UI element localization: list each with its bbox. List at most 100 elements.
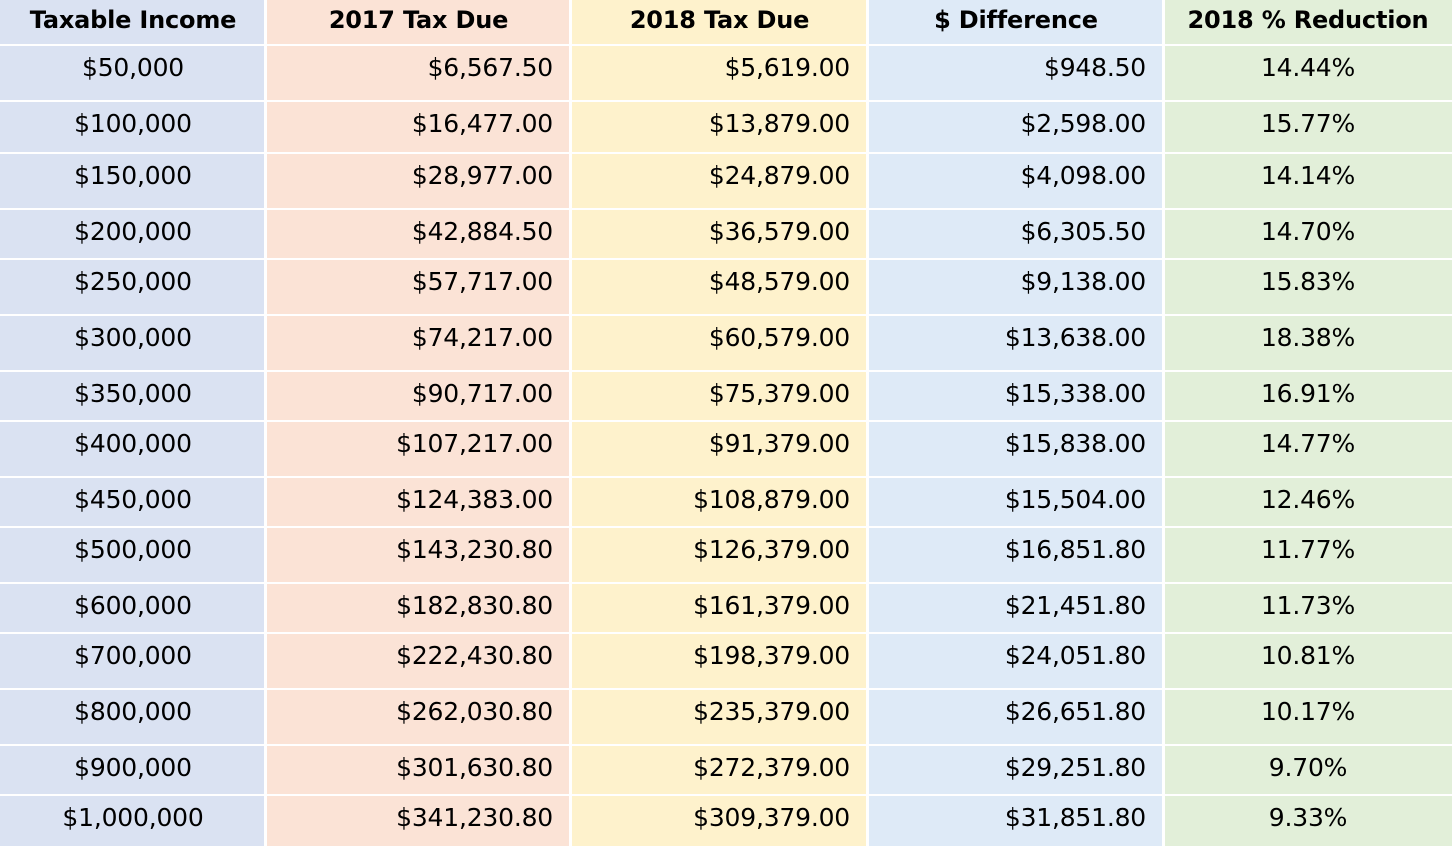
table-cell: $60,579.00 bbox=[708, 322, 850, 352]
column-background-0 bbox=[0, 0, 266, 846]
table-cell: 14.70% bbox=[1260, 216, 1356, 246]
table-cell: 14.44% bbox=[1260, 52, 1356, 82]
column-header: $ Difference bbox=[934, 5, 1098, 34]
row-divider bbox=[0, 152, 1452, 154]
table-cell: 9.70% bbox=[1268, 752, 1348, 782]
row-divider bbox=[0, 476, 1452, 478]
table-cell: $5,619.00 bbox=[724, 52, 851, 82]
column-divider bbox=[569, 0, 572, 846]
table-cell: $182,830.80 bbox=[396, 590, 553, 620]
table-cell: $2,598.00 bbox=[1020, 108, 1147, 138]
column-background-3 bbox=[868, 0, 1164, 846]
table-cell: $6,567.50 bbox=[427, 52, 554, 82]
table-cell: $107,217.00 bbox=[396, 428, 553, 458]
table-cell: $262,030.80 bbox=[396, 696, 553, 726]
table-cell: $24,879.00 bbox=[708, 160, 850, 190]
table-cell: $75,379.00 bbox=[708, 378, 850, 408]
column-divider bbox=[866, 0, 869, 846]
table-cell: $500,000 bbox=[74, 534, 192, 564]
table-cell: $800,000 bbox=[74, 696, 192, 726]
column-background-2 bbox=[571, 0, 868, 846]
row-divider bbox=[0, 794, 1452, 796]
table-cell: $235,379.00 bbox=[693, 696, 850, 726]
table-cell: $124,383.00 bbox=[396, 484, 553, 514]
table-cell: $272,379.00 bbox=[693, 752, 850, 782]
table-cell: $48,579.00 bbox=[708, 266, 850, 296]
table-cell: $400,000 bbox=[74, 428, 192, 458]
table-cell: $15,838.00 bbox=[1004, 428, 1146, 458]
table-cell: $9,138.00 bbox=[1020, 266, 1147, 296]
row-divider bbox=[0, 370, 1452, 372]
table-cell: $450,000 bbox=[74, 484, 192, 514]
column-header: Taxable Income bbox=[29, 5, 237, 34]
table-cell: 11.77% bbox=[1260, 534, 1356, 564]
row-divider bbox=[0, 744, 1452, 746]
table-cell: $91,379.00 bbox=[708, 428, 850, 458]
table-cell: $108,879.00 bbox=[693, 484, 850, 514]
table-cell: 16.91% bbox=[1260, 378, 1356, 408]
table-cell: 15.83% bbox=[1260, 266, 1356, 296]
table-cell: $50,000 bbox=[82, 52, 184, 82]
column-header: 2018 % Reduction bbox=[1187, 5, 1429, 34]
row-divider bbox=[0, 582, 1452, 584]
table-cell: $126,379.00 bbox=[693, 534, 850, 564]
table-cell: 11.73% bbox=[1260, 590, 1356, 620]
table-cell: $15,338.00 bbox=[1004, 378, 1146, 408]
table-cell: $700,000 bbox=[74, 640, 192, 670]
table-cell: 12.46% bbox=[1260, 484, 1356, 514]
table-cell: $16,851.80 bbox=[1004, 534, 1146, 564]
row-divider bbox=[0, 420, 1452, 422]
row-divider bbox=[0, 208, 1452, 210]
table-cell: $6,305.50 bbox=[1020, 216, 1147, 246]
column-divider bbox=[1162, 0, 1165, 846]
table-cell: 10.81% bbox=[1260, 640, 1356, 670]
table-cell: $100,000 bbox=[74, 108, 192, 138]
table-cell: $309,379.00 bbox=[693, 802, 850, 832]
row-divider bbox=[0, 526, 1452, 528]
table-cell: $31,851.80 bbox=[1004, 802, 1146, 832]
table-cell: $24,051.80 bbox=[1004, 640, 1146, 670]
column-header: 2017 Tax Due bbox=[328, 5, 509, 34]
table-cell: $15,504.00 bbox=[1004, 484, 1146, 514]
table-cell: $300,000 bbox=[74, 322, 192, 352]
table-cell: 18.38% bbox=[1260, 322, 1356, 352]
table-cell: $250,000 bbox=[74, 266, 192, 296]
table-cell: $301,630.80 bbox=[396, 752, 553, 782]
column-header: 2018 Tax Due bbox=[629, 5, 810, 34]
table-cell: $57,717.00 bbox=[411, 266, 553, 296]
table-cell: $341,230.80 bbox=[396, 802, 553, 832]
table-cell: $42,884.50 bbox=[411, 216, 553, 246]
table-cell: $600,000 bbox=[74, 590, 192, 620]
table-cell: $222,430.80 bbox=[396, 640, 553, 670]
table-cell: $150,000 bbox=[74, 160, 192, 190]
table-cell: $161,379.00 bbox=[693, 590, 850, 620]
column-background-1 bbox=[266, 0, 571, 846]
table-cell: $28,977.00 bbox=[411, 160, 553, 190]
table-cell: $90,717.00 bbox=[411, 378, 553, 408]
table-cell: $350,000 bbox=[74, 378, 192, 408]
table-cell: 14.14% bbox=[1260, 160, 1356, 190]
table-cell: $13,638.00 bbox=[1004, 322, 1146, 352]
row-divider bbox=[0, 688, 1452, 690]
table-cell: $4,098.00 bbox=[1020, 160, 1147, 190]
row-divider bbox=[0, 44, 1452, 46]
row-divider bbox=[0, 314, 1452, 316]
table-cell: 14.77% bbox=[1260, 428, 1356, 458]
table-cell: $198,379.00 bbox=[693, 640, 850, 670]
table-cell: $21,451.80 bbox=[1004, 590, 1146, 620]
row-divider bbox=[0, 100, 1452, 102]
table-cell: 9.33% bbox=[1268, 802, 1348, 832]
column-background-4 bbox=[1164, 0, 1452, 846]
row-divider bbox=[0, 632, 1452, 634]
table-cell: 10.17% bbox=[1260, 696, 1356, 726]
table-cell: $948.50 bbox=[1044, 52, 1146, 82]
table-cell: $200,000 bbox=[74, 216, 192, 246]
table-cell: 15.77% bbox=[1260, 108, 1356, 138]
table-cell: $74,217.00 bbox=[411, 322, 553, 352]
table-cell: $13,879.00 bbox=[708, 108, 850, 138]
table-cell: $1,000,000 bbox=[62, 802, 204, 832]
column-divider bbox=[264, 0, 267, 846]
table-cell: $143,230.80 bbox=[396, 534, 553, 564]
table-cell: $16,477.00 bbox=[411, 108, 553, 138]
